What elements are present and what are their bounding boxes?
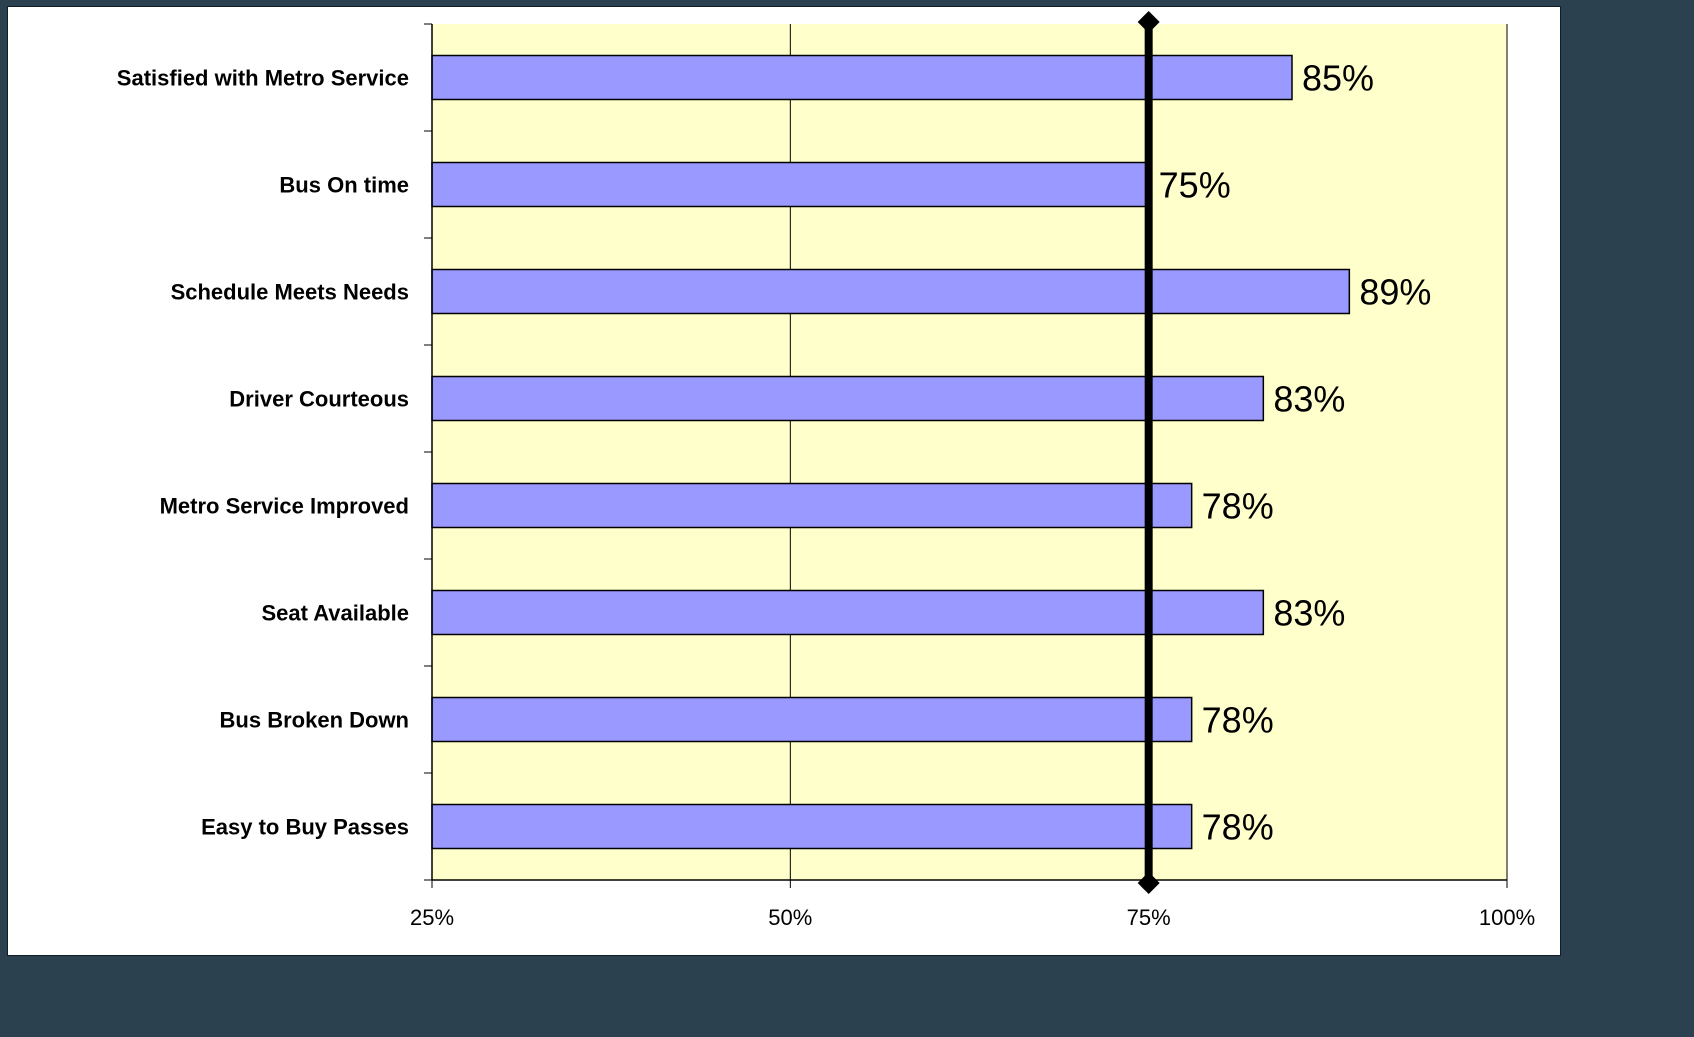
bar (431, 375, 1265, 422)
x-tick-label: 100% (1479, 905, 1535, 930)
bar (431, 696, 1193, 743)
category-labels: Satisfied with Metro Service Bus On time S… (117, 66, 409, 840)
category-label: Bus Broken Down (220, 708, 409, 733)
category-label: Metro Service Improved (160, 494, 409, 519)
bar (431, 589, 1265, 636)
data-label: 85% (1302, 58, 1374, 99)
bar (431, 161, 1150, 208)
data-label: 78% (1202, 807, 1274, 848)
bar (431, 54, 1293, 101)
x-tick-label: 75% (1127, 905, 1171, 930)
x-tick-label: 50% (768, 905, 812, 930)
plot-area (432, 24, 1507, 880)
data-label: 78% (1202, 700, 1274, 741)
bar (431, 482, 1193, 529)
category-label: Satisfied with Metro Service (117, 66, 409, 91)
data-label: 75% (1159, 165, 1231, 206)
axes (424, 23, 1508, 888)
bars (431, 54, 1351, 850)
data-label: 89% (1359, 272, 1431, 313)
bar (431, 268, 1351, 315)
bar-chart: 85% 75% 89% 83% 78% 83% 78% 78% Satisfied with … (117, 11, 1535, 930)
category-label: Schedule Meets Needs (171, 280, 409, 305)
reference-marker (1137, 11, 1160, 33)
data-label: 83% (1273, 593, 1345, 634)
data-labels: 85% 75% 89% 83% 78% 83% 78% 78% (1159, 58, 1432, 848)
data-label: 83% (1273, 379, 1345, 420)
category-label: Seat Available (261, 601, 409, 626)
bar (431, 803, 1193, 850)
data-label: 78% (1202, 486, 1274, 527)
x-tick-labels: 25% 50% 75% 100% (410, 905, 1535, 930)
category-label: Bus On time (279, 173, 409, 198)
category-label: Driver Courteous (229, 387, 409, 412)
category-label: Easy to Buy Passes (201, 815, 409, 840)
x-tick-label: 25% (410, 905, 454, 930)
